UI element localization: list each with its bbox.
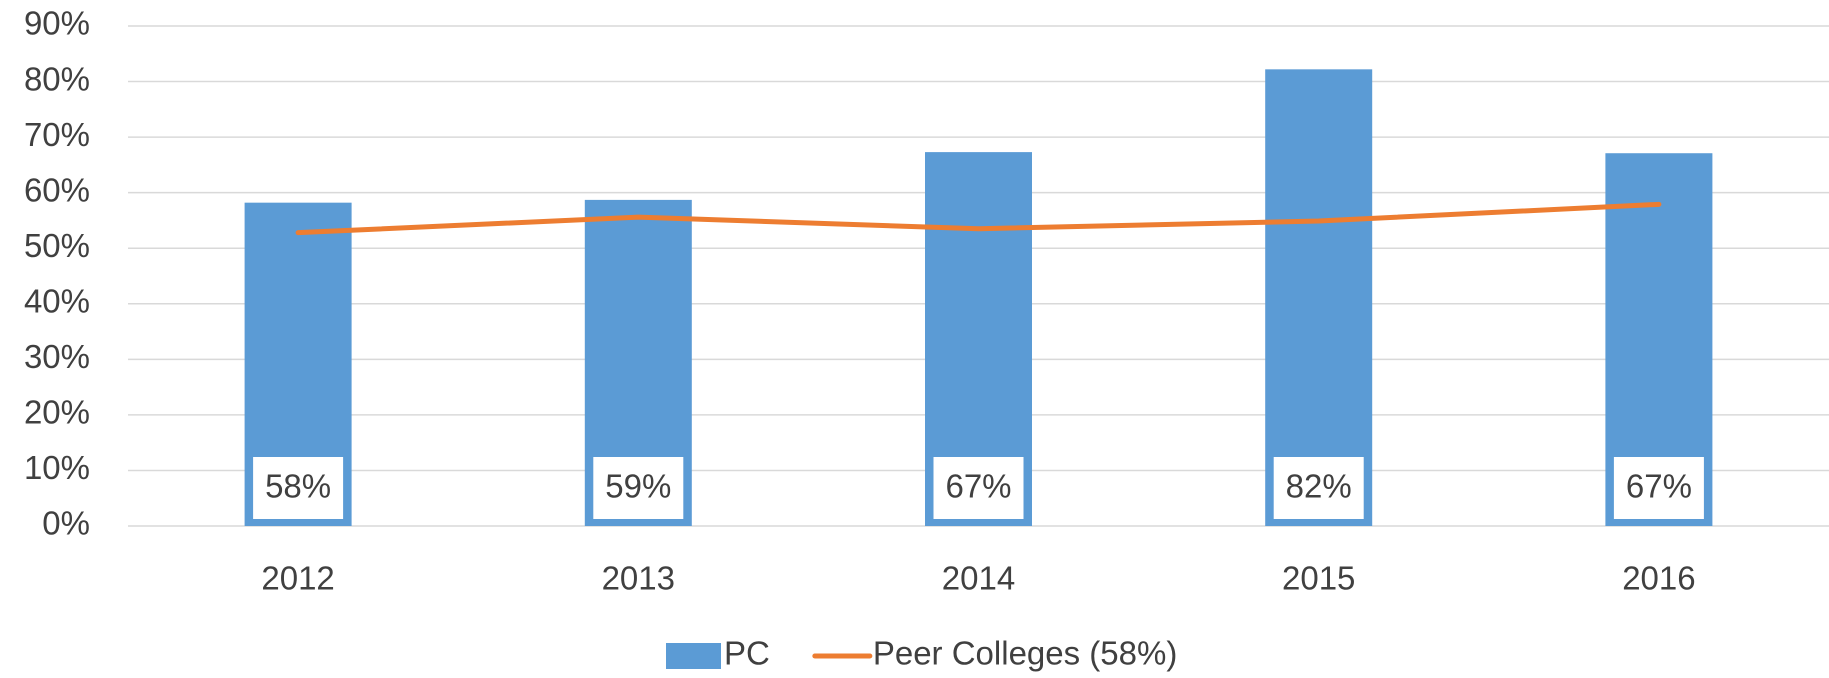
value-label-box — [253, 457, 344, 519]
value-label: 59% — [605, 468, 671, 505]
value-label: 67% — [1626, 468, 1692, 505]
y-tick-label: 60% — [24, 171, 90, 208]
value-label: 82% — [1286, 468, 1352, 505]
y-tick-label: 10% — [24, 449, 90, 486]
x-tick-label: 2015 — [1282, 560, 1355, 597]
legend-label: Peer Colleges (58%) — [873, 635, 1177, 672]
y-tick-label: 20% — [24, 394, 90, 431]
legend-swatch — [666, 643, 721, 669]
x-tick-label: 2014 — [942, 560, 1015, 597]
y-tick-label: 40% — [24, 282, 90, 319]
bar — [1265, 69, 1373, 526]
y-tick-label: 50% — [24, 227, 90, 264]
value-label: 58% — [265, 468, 331, 505]
x-tick-label: 2012 — [261, 560, 334, 597]
value-label-box — [933, 457, 1024, 519]
y-tick-label: 0% — [42, 505, 90, 542]
value-label-box — [593, 457, 684, 519]
y-tick-label: 80% — [24, 60, 90, 97]
line — [295, 201, 1662, 236]
value-label-box — [1613, 457, 1704, 519]
x-tick-label: 2016 — [1622, 560, 1695, 597]
value-label-box — [1273, 457, 1364, 519]
x-tick-label: 2013 — [602, 560, 675, 597]
y-tick-label: 90% — [24, 5, 90, 42]
legend-label: PC — [724, 635, 770, 672]
y-tick-label: 70% — [24, 116, 90, 153]
value-label: 67% — [945, 468, 1011, 505]
y-tick-label: 30% — [24, 338, 90, 375]
